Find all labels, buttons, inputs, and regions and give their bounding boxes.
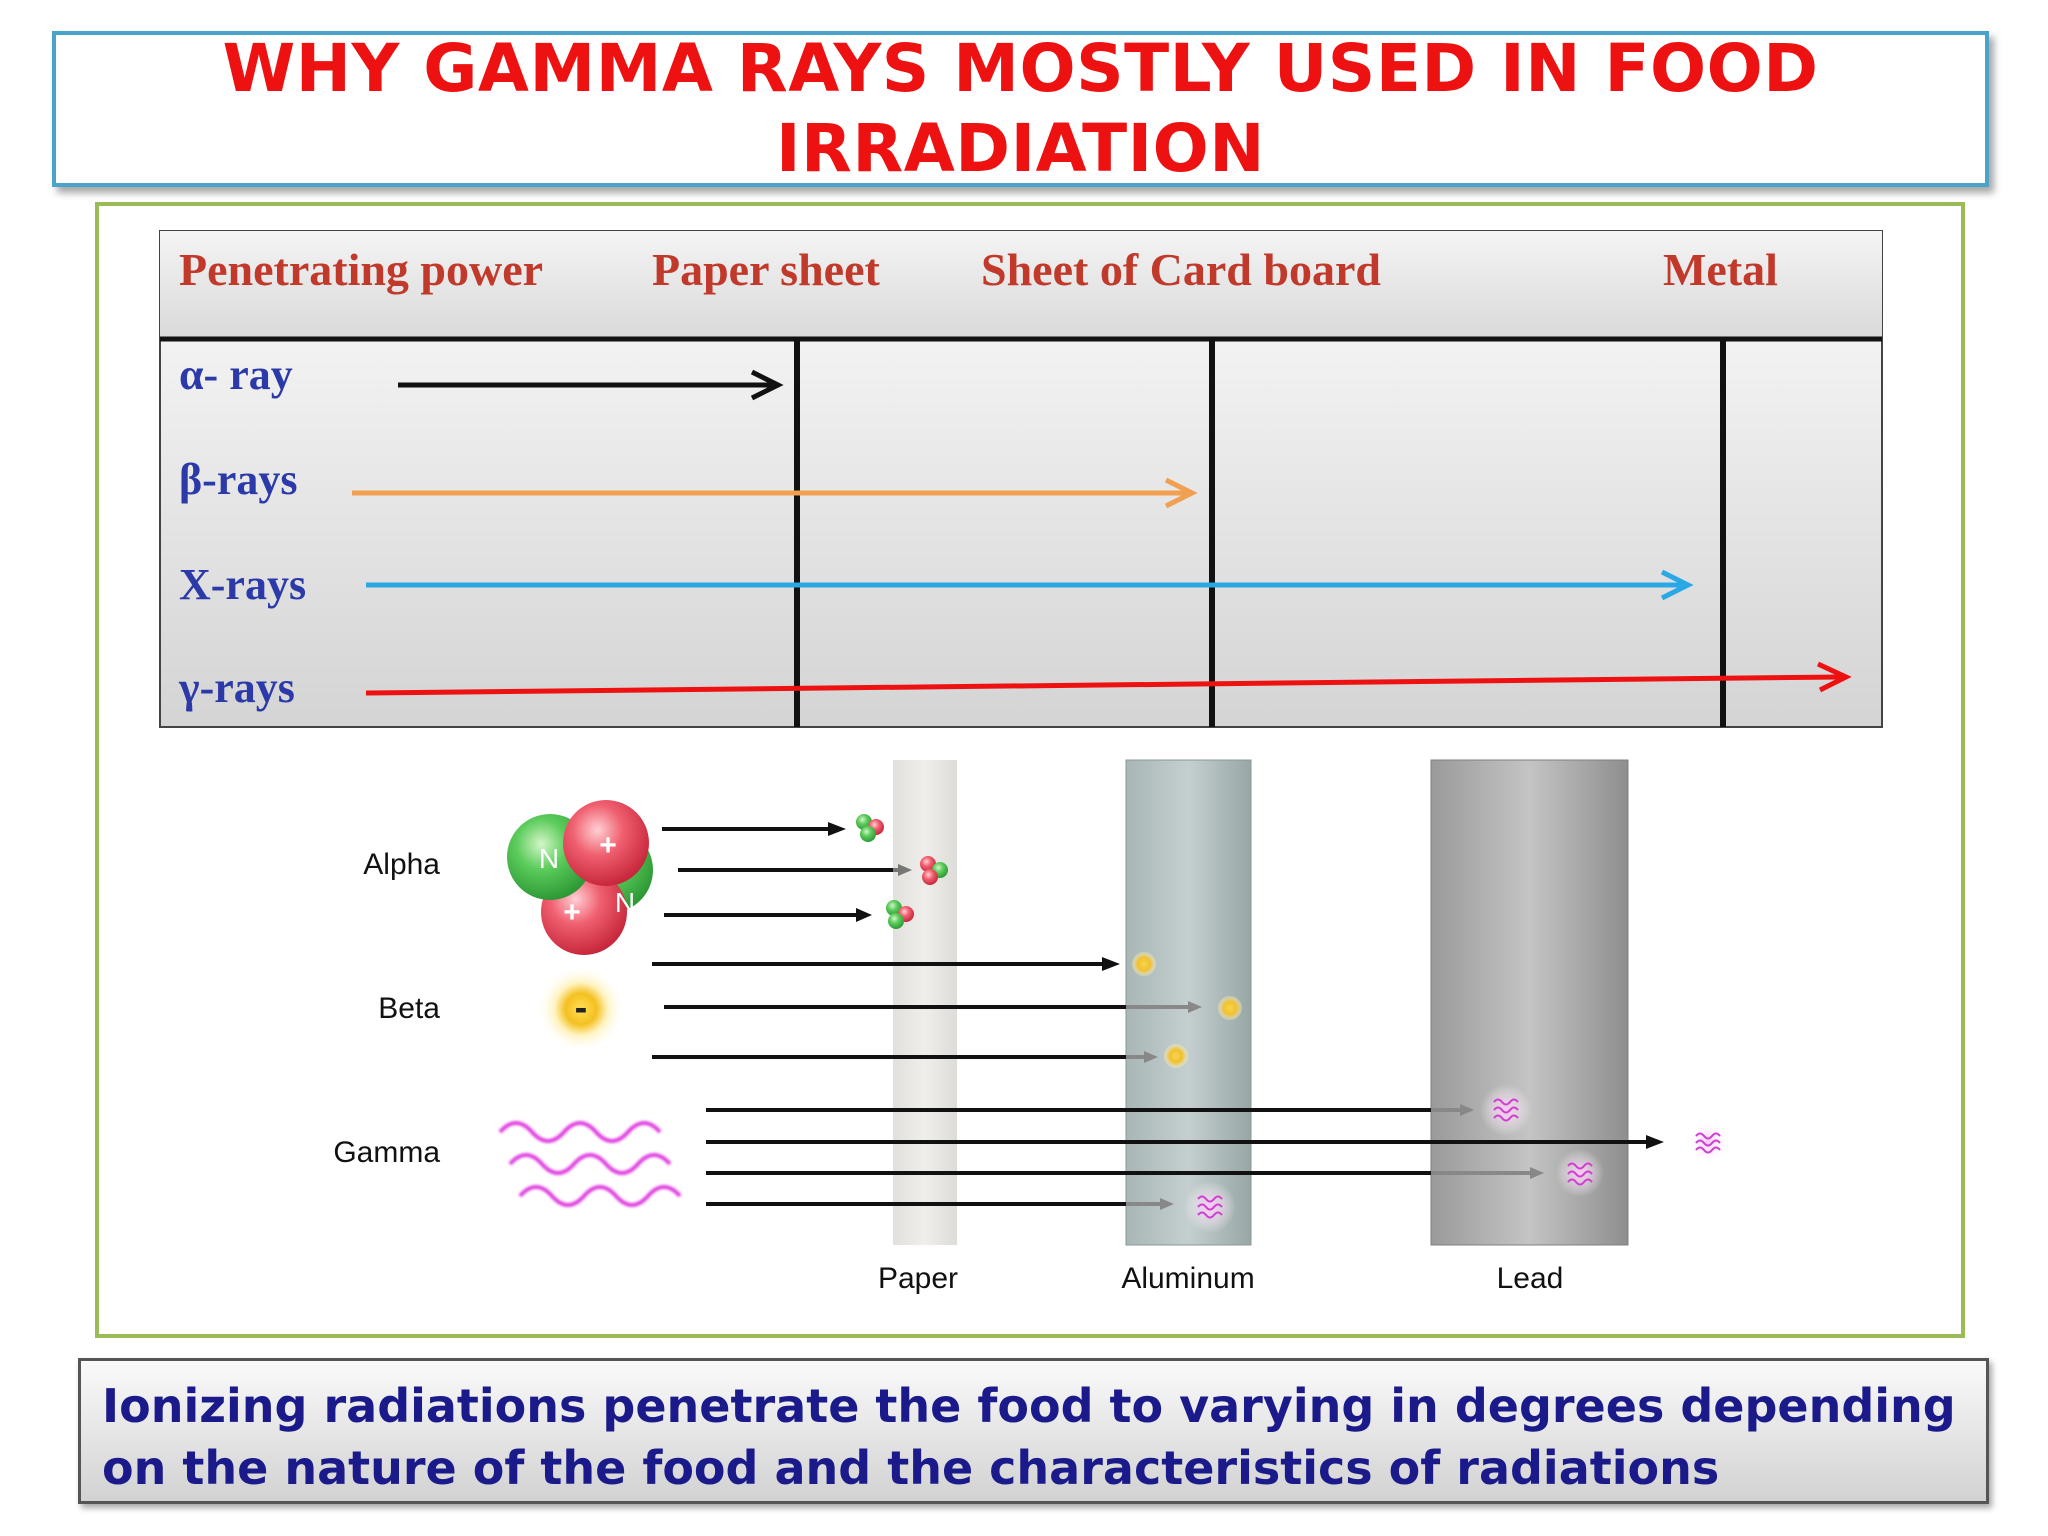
beta-arrows (652, 957, 1202, 1063)
row-label-x: X-rays (179, 560, 306, 609)
row-label-alpha: α- ray (179, 350, 293, 399)
neutron-symbol: N (539, 843, 559, 874)
beta-symbol: - (575, 987, 588, 1029)
absorbed-beta-particles (1132, 952, 1242, 1068)
title-line-2: IRRADIATION (776, 110, 1265, 187)
gamma-arrows (706, 1104, 1664, 1210)
proton-symbol-2: + (563, 896, 581, 929)
header-metal: Metal (1663, 244, 1778, 295)
title-line-1: WHY GAMMA RAYS MOSTLY USED IN FOOD (222, 30, 1819, 107)
row-label-beta: β-rays (179, 455, 298, 504)
gamma-label: Gamma (333, 1136, 440, 1169)
proton-symbol: + (599, 829, 617, 862)
header-paper-sheet: Paper sheet (652, 244, 881, 295)
paper-barrier (893, 760, 957, 1245)
table-header-background (160, 231, 1882, 339)
beta-label: Beta (378, 992, 440, 1025)
alpha-particle: N + N + (507, 800, 653, 955)
absorbed-alpha-particles (856, 814, 948, 929)
beta-particle: - (537, 965, 625, 1053)
title-box: WHY GAMMA RAYS MOSTLY USED IN FOOD IRRAD… (52, 30, 1989, 187)
absorbed-gamma-waves (1184, 1084, 1730, 1233)
gamma-waves (498, 1121, 682, 1207)
barrier-diagram: N + N + (333, 759, 1730, 1295)
header-card-board: Sheet of Card board (981, 244, 1381, 295)
alpha-label: Alpha (363, 848, 440, 881)
aluminum-label: Aluminum (1121, 1262, 1254, 1295)
gamma-ray-arrow (365, 661, 1852, 696)
beta-ray-arrow (352, 477, 1198, 509)
penetration-table: Penetrating power Paper sheet Sheet of C… (159, 230, 1883, 728)
caption-box: Ionizing radiations penetrate the food t… (78, 1358, 1989, 1504)
alpha-ray-arrow (398, 369, 784, 401)
row-label-gamma: γ-rays (178, 663, 295, 712)
lead-label: Lead (1497, 1262, 1564, 1295)
caption-line-2: on the nature of the food and the charac… (102, 1441, 1720, 1495)
alpha-arrows (662, 822, 912, 922)
neutron-symbol-2: N (615, 887, 635, 918)
header-penetrating-power: Penetrating power (179, 244, 543, 295)
caption-line-1: Ionizing radiations penetrate the food t… (102, 1379, 1956, 1433)
x-ray-arrow (366, 569, 1694, 601)
paper-label: Paper (878, 1262, 958, 1295)
